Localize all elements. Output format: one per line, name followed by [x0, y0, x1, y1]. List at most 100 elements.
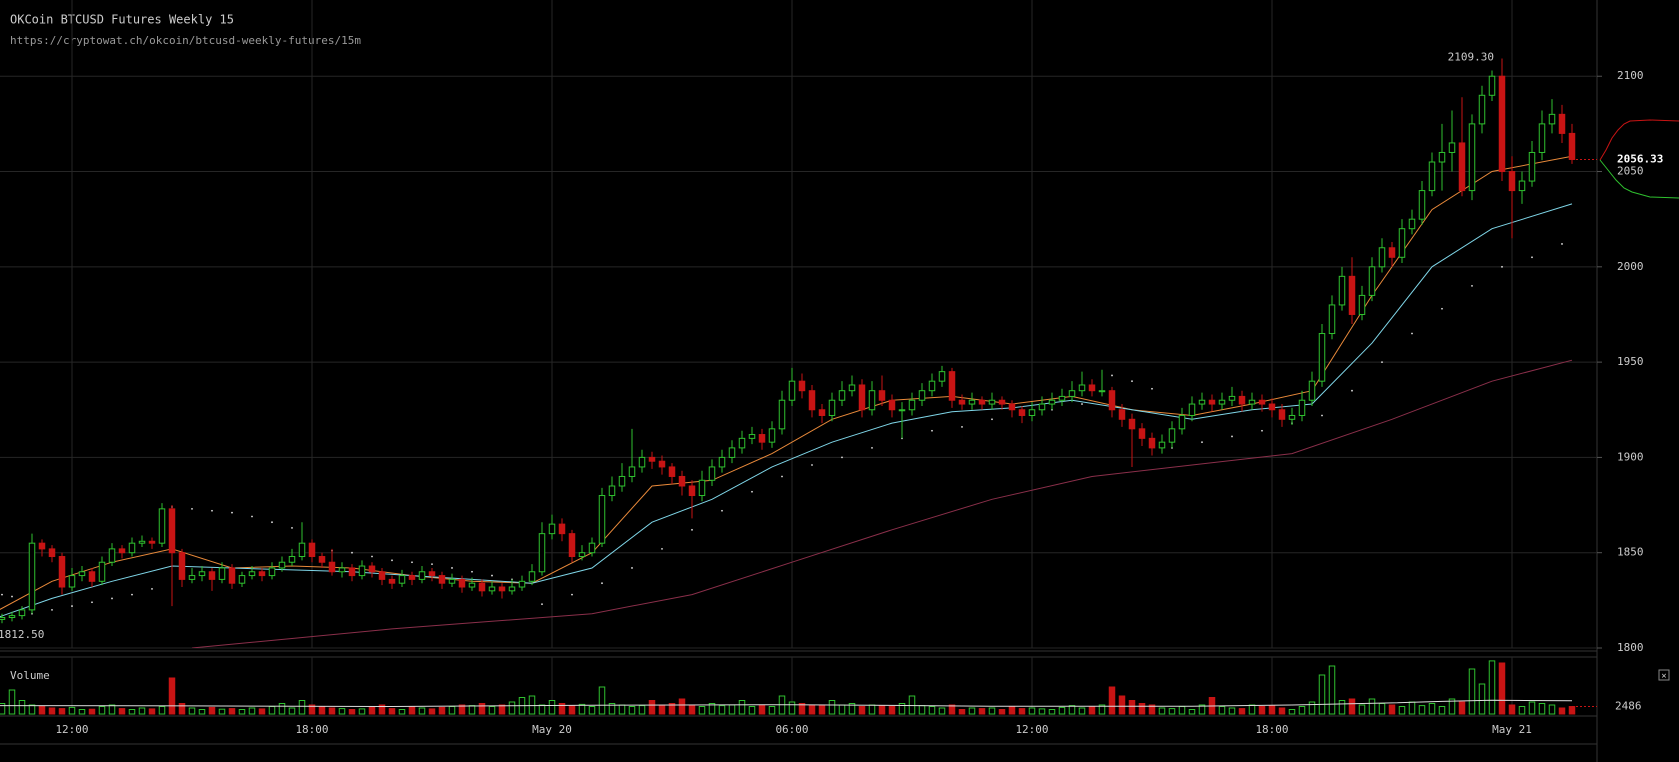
volume-bar	[768, 706, 776, 715]
candle-body	[948, 371, 956, 401]
volume-bar	[1338, 700, 1346, 715]
grid	[0, 0, 1597, 714]
candle-body	[1188, 403, 1196, 416]
volume-bar	[378, 704, 386, 715]
candle-body	[118, 548, 126, 554]
candle-body	[918, 390, 926, 401]
volume-bar	[1018, 708, 1026, 715]
candle-body	[1548, 113, 1556, 125]
candle-body	[188, 575, 196, 580]
psar-dot	[721, 509, 723, 512]
psar-dot	[471, 570, 473, 573]
candle-body	[1338, 275, 1346, 306]
candle-body	[168, 508, 176, 554]
candle-body	[358, 565, 366, 577]
volume-bar	[1448, 698, 1456, 715]
candle-body	[668, 466, 676, 477]
candle-body	[1378, 247, 1386, 268]
volume-bar	[278, 703, 286, 715]
candle-body	[148, 540, 156, 544]
psar-dot	[811, 464, 813, 466]
volume-bar	[948, 704, 956, 715]
candle-body	[738, 437, 746, 449]
candle-body	[1068, 390, 1076, 397]
volume-bar	[658, 704, 666, 715]
candle-body	[1488, 75, 1496, 96]
candle-body	[1558, 113, 1566, 134]
candle-body	[718, 456, 726, 468]
volume-bar	[248, 707, 256, 715]
volume-bar	[858, 706, 866, 715]
psar-dot	[1441, 307, 1443, 310]
volume-bar	[588, 706, 596, 715]
candle-body	[1278, 409, 1286, 420]
candle-body	[1018, 409, 1026, 416]
volume-bar	[668, 703, 676, 715]
candle-body	[968, 399, 976, 405]
candle-body	[268, 567, 276, 577]
psar-dot	[1381, 361, 1383, 364]
close-volume-panel[interactable]	[1658, 669, 1670, 681]
volume-bar	[1158, 707, 1166, 715]
candle-body	[518, 580, 526, 588]
psar-dot	[431, 563, 433, 566]
candle-body	[278, 561, 286, 569]
candle-body	[1478, 94, 1486, 125]
volume-bar	[98, 706, 106, 715]
candle-body	[638, 456, 646, 468]
psar-dot	[631, 567, 633, 569]
candle-body	[98, 561, 106, 582]
candle-body	[688, 485, 696, 497]
volume-bar	[1028, 707, 1036, 715]
volume-bar	[168, 677, 176, 715]
candle-body	[498, 586, 506, 592]
volume-bar	[1058, 706, 1066, 715]
psar-dot	[271, 521, 273, 524]
plot	[0, 58, 1576, 648]
close-icon[interactable]: ×	[1661, 672, 1666, 682]
candle-body	[558, 523, 566, 535]
candle-body	[1298, 399, 1306, 416]
candle-body	[1178, 414, 1186, 430]
chart-title: OKCoin BTCUSD Futures Weekly 15	[10, 13, 234, 27]
candle-body	[868, 390, 876, 411]
x-tick-label: May 21	[1492, 723, 1532, 736]
volume-bar	[348, 709, 356, 715]
candle-body	[1038, 403, 1046, 411]
volume-bar	[398, 709, 406, 715]
volume-bar	[418, 707, 426, 715]
volume-bar	[808, 704, 816, 715]
candle-body	[838, 390, 846, 401]
candle-body	[1528, 151, 1536, 182]
candle-body	[158, 508, 166, 544]
volume-bar	[8, 689, 16, 715]
candle-body	[958, 399, 966, 405]
volume-bar	[538, 704, 546, 715]
candle-body	[1268, 403, 1276, 411]
candle-body	[538, 533, 546, 573]
candle-body	[1318, 333, 1326, 382]
candle-body	[928, 380, 936, 392]
volume-bar	[328, 707, 336, 715]
volume-bar	[1168, 708, 1176, 715]
candle-body	[808, 390, 816, 411]
y-tick-label: 1850	[1617, 546, 1644, 559]
psar-dot	[1, 593, 3, 596]
y-tick-label: 2050	[1617, 165, 1644, 178]
volume-bar	[1538, 703, 1546, 715]
candle-body	[778, 399, 786, 430]
candle-body	[1218, 399, 1226, 405]
volume-bar	[598, 686, 606, 715]
candle-body	[598, 495, 606, 544]
volume-bar	[1388, 704, 1396, 715]
depth-asks	[1599, 119, 1679, 161]
candle-body	[768, 428, 776, 443]
candle-body	[748, 434, 756, 439]
candle-body	[878, 390, 886, 401]
volume-bar	[1288, 709, 1296, 715]
depth-chart	[1599, 119, 1679, 199]
volume-bar	[628, 706, 636, 715]
volume-bar	[878, 705, 886, 715]
candle-body	[1388, 247, 1396, 258]
x-tick-label: 12:00	[55, 723, 88, 736]
